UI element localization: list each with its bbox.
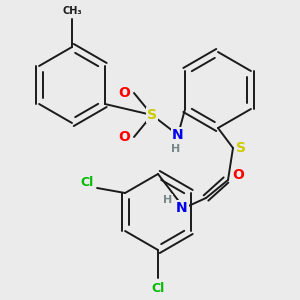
Text: H: H	[171, 144, 181, 154]
Text: S: S	[147, 108, 157, 122]
Text: Cl: Cl	[152, 281, 165, 295]
Text: Cl: Cl	[80, 176, 94, 190]
Text: N: N	[172, 128, 184, 142]
Text: O: O	[118, 130, 130, 144]
Text: O: O	[118, 86, 130, 100]
Text: O: O	[232, 168, 244, 182]
Text: H: H	[164, 195, 172, 205]
Text: N: N	[176, 201, 188, 215]
Text: S: S	[236, 141, 246, 155]
Text: CH₃: CH₃	[62, 6, 82, 16]
